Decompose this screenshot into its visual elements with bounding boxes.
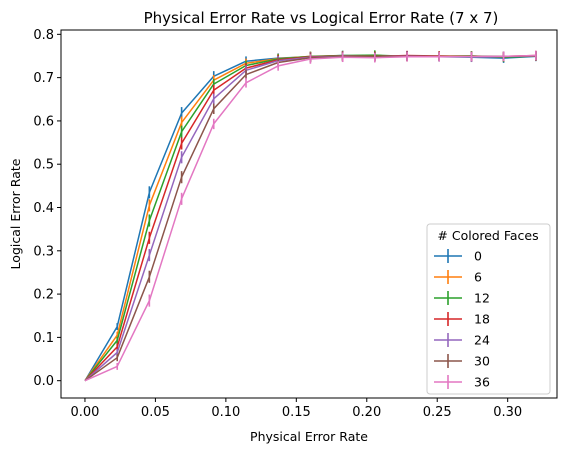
legend-entry: 36 bbox=[434, 375, 490, 390]
legend-entry: 6 bbox=[434, 270, 482, 285]
legend-entry: 24 bbox=[434, 333, 490, 348]
y-tick-label: 0.0 bbox=[33, 374, 54, 389]
legend-title: # Colored Faces bbox=[437, 228, 538, 243]
legend-box bbox=[426, 223, 551, 395]
y-tick-label: 0.3 bbox=[33, 244, 54, 259]
x-tick-label: 0.25 bbox=[423, 405, 452, 420]
legend-label: 0 bbox=[474, 249, 482, 264]
series-36 bbox=[84, 50, 537, 382]
legend-label: 24 bbox=[474, 333, 490, 348]
y-tick-label: 0.2 bbox=[33, 288, 54, 303]
x-tick-label: 0.05 bbox=[141, 405, 170, 420]
x-tick-label: 0.20 bbox=[352, 405, 381, 420]
x-tick-label: 0.30 bbox=[493, 405, 522, 420]
chart-title: Physical Error Rate vs Logical Error Rat… bbox=[144, 9, 499, 27]
x-tick-label: 0.10 bbox=[211, 405, 240, 420]
legend-entry: 12 bbox=[434, 291, 490, 306]
legend-label: 6 bbox=[474, 270, 482, 285]
legend-label: 12 bbox=[474, 291, 490, 306]
y-axis-title: Logical Error Rate bbox=[8, 158, 23, 269]
x-tick-label: 0.00 bbox=[70, 405, 99, 420]
x-axis-title: Physical Error Rate bbox=[250, 429, 368, 444]
plot-area bbox=[84, 50, 537, 382]
x-tick-label: 0.15 bbox=[282, 405, 311, 420]
legend-label: 30 bbox=[474, 354, 490, 369]
y-tick-label: 0.1 bbox=[33, 331, 54, 346]
legend-entry: 30 bbox=[434, 354, 490, 369]
legend-label: 36 bbox=[474, 375, 490, 390]
y-tick-label: 0.5 bbox=[33, 158, 54, 173]
y-tick-label: 0.7 bbox=[33, 71, 54, 86]
y-tick-label: 0.8 bbox=[33, 28, 54, 43]
legend-entry: 18 bbox=[434, 312, 490, 327]
y-tick-label: 0.4 bbox=[33, 201, 54, 216]
x-axis: 0.00 0.05 0.10 0.15 0.20 0.25 0.30 bbox=[70, 398, 522, 420]
legend-label: 18 bbox=[474, 312, 490, 327]
legend: # Colored Faces 0 6 12 18 24 30 36 bbox=[426, 223, 551, 395]
y-axis: 0.0 0.1 0.2 0.3 0.4 0.5 0.6 0.7 0.8 bbox=[33, 28, 61, 389]
y-tick-label: 0.6 bbox=[33, 114, 54, 129]
legend-entry: 0 bbox=[434, 249, 482, 264]
plot-frame bbox=[60, 29, 558, 399]
